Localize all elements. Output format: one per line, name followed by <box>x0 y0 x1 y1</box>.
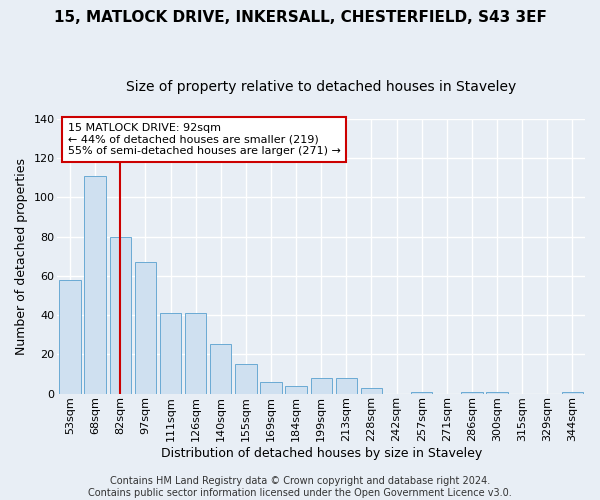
Bar <box>135 262 156 394</box>
Bar <box>311 378 332 394</box>
Y-axis label: Number of detached properties: Number of detached properties <box>15 158 28 354</box>
Bar <box>160 313 181 394</box>
Bar <box>487 392 508 394</box>
Bar <box>210 344 232 394</box>
Bar <box>461 392 482 394</box>
Bar <box>361 388 382 394</box>
Text: Contains HM Land Registry data © Crown copyright and database right 2024.
Contai: Contains HM Land Registry data © Crown c… <box>88 476 512 498</box>
Bar <box>260 382 281 394</box>
X-axis label: Distribution of detached houses by size in Staveley: Distribution of detached houses by size … <box>161 447 482 460</box>
Bar <box>286 386 307 394</box>
Bar <box>562 392 583 394</box>
Bar <box>235 364 257 394</box>
Bar <box>411 392 433 394</box>
Bar <box>59 280 80 394</box>
Bar <box>185 313 206 394</box>
Bar <box>85 176 106 394</box>
Bar <box>110 236 131 394</box>
Title: Size of property relative to detached houses in Staveley: Size of property relative to detached ho… <box>126 80 517 94</box>
Text: 15 MATLOCK DRIVE: 92sqm
← 44% of detached houses are smaller (219)
55% of semi-d: 15 MATLOCK DRIVE: 92sqm ← 44% of detache… <box>68 123 341 156</box>
Text: 15, MATLOCK DRIVE, INKERSALL, CHESTERFIELD, S43 3EF: 15, MATLOCK DRIVE, INKERSALL, CHESTERFIE… <box>53 10 547 25</box>
Bar <box>335 378 357 394</box>
